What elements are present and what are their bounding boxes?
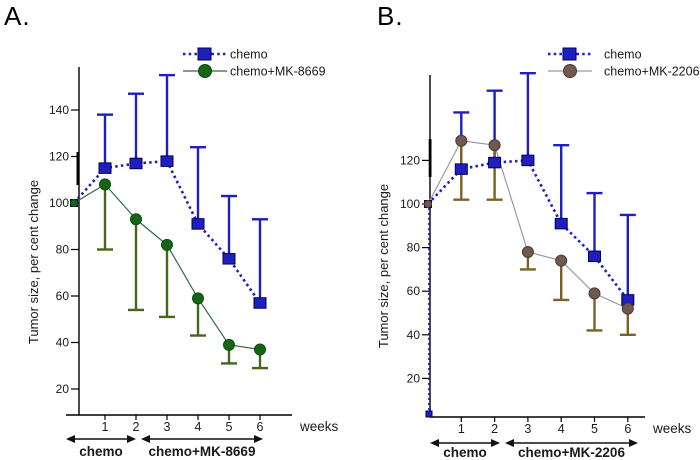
x-tick-label: 3 <box>164 420 171 434</box>
data-point-circle <box>521 245 534 258</box>
arrow-right-head <box>127 435 136 443</box>
x-tick-label: 3 <box>524 422 531 436</box>
axes: 120 100 80 60 40 20 1 2 3 4 5 6 weeks Tumor size, per… <box>376 75 692 436</box>
arrow-left-head <box>430 439 439 447</box>
data-point-circle <box>99 178 111 191</box>
legend-circle-marker <box>198 64 212 78</box>
phase-label: chemo+MK-2206 <box>518 445 625 460</box>
data-point-circle <box>621 302 634 315</box>
data-point-circle <box>424 200 432 208</box>
data-point-square <box>454 163 468 175</box>
dropline-marker <box>425 410 433 418</box>
y-tick-label: 20 <box>56 382 70 396</box>
error-bars-chemo-MK-2206 <box>453 140 636 336</box>
data-point-square <box>98 162 112 174</box>
data-point-circle <box>555 254 568 267</box>
data-point-circle <box>455 134 468 147</box>
legend-square-marker <box>197 47 212 61</box>
axes: 140 120 100 80 60 40 20 1 2 3 4 5 6 weeks Tumor size, … <box>26 67 339 434</box>
y-tick-label: 100 <box>400 197 420 211</box>
phase-annotations: chemo chemo+MK-2206 <box>430 439 638 460</box>
y-tick-label: 140 <box>49 103 69 117</box>
phase-label: chemo <box>443 445 487 460</box>
arrow-right-head <box>629 439 638 447</box>
y-axis-label: Tumor size, per cent change <box>376 184 391 348</box>
y-tick-label: 60 <box>407 284 421 298</box>
y-tick-label: 60 <box>56 289 70 303</box>
markers-chemo <box>70 155 267 309</box>
phase-annotations: chemo chemo+MK-8669 <box>66 435 263 459</box>
y-tick-label: 120 <box>400 153 420 167</box>
error-bars-chemo <box>453 71 636 300</box>
data-point-square <box>554 217 568 230</box>
markers-chemo <box>424 154 635 306</box>
data-point-circle <box>588 287 601 300</box>
data-point-square <box>488 156 502 169</box>
x-axis-label: weeks <box>652 421 692 436</box>
data-point-square <box>588 250 601 263</box>
data-point-circle <box>161 238 173 251</box>
legend-label: chemo+MK-2206 <box>604 65 700 79</box>
x-tick-label: 1 <box>458 422 465 436</box>
legend-square-marker <box>562 47 577 61</box>
data-point-circle <box>130 213 142 226</box>
y-tick-label: 80 <box>407 241 421 255</box>
axis-artifact <box>76 152 80 185</box>
data-point-circle <box>254 343 266 356</box>
y-tick-label: 40 <box>56 336 70 350</box>
phase-label: chemo+MK-8669 <box>149 444 256 459</box>
markers-chemo-MK-8669 <box>70 178 266 356</box>
markers-chemo-MK-2206 <box>424 134 634 315</box>
data-point-square <box>160 155 174 167</box>
x-tick-label: 6 <box>624 422 631 436</box>
legend-label: chemo+MK-8669 <box>230 65 326 79</box>
data-point-circle <box>223 338 235 351</box>
data-point-circle <box>488 139 501 152</box>
legend-label: chemo <box>604 48 642 62</box>
data-point-square <box>129 157 143 170</box>
x-tick-label: 4 <box>195 420 202 434</box>
arrow-right-head <box>491 439 500 447</box>
arrow-left-head <box>66 435 75 443</box>
data-point-square <box>222 253 236 265</box>
axis-artifact <box>428 139 432 177</box>
series-line-chemo <box>427 159 629 301</box>
phase-label: chemo <box>79 444 123 459</box>
x-tick-label: 5 <box>591 422 598 436</box>
data-point-square <box>191 218 205 230</box>
error-bars-chemo-MK-8669 <box>97 184 268 370</box>
panel-a-label: A. <box>4 1 31 31</box>
arrow-left-head <box>141 435 150 443</box>
panel-b: 120 100 80 60 40 20 1 2 3 4 5 6 weeks Tumor size, per… <box>376 47 700 460</box>
data-point-square <box>521 154 535 167</box>
y-tick-label: 100 <box>49 196 69 210</box>
x-tick-label: 2 <box>491 422 498 436</box>
y-tick-label: 120 <box>49 150 69 164</box>
panel-b-label: B. <box>377 1 404 31</box>
data-point-circle <box>70 199 78 207</box>
error-bars-chemo <box>97 73 268 303</box>
legend: chemo chemo+MK-8669 <box>183 47 326 79</box>
y-tick-label: 20 <box>407 371 421 385</box>
y-tick-label: 80 <box>56 243 70 257</box>
legend-circle-marker <box>563 64 577 78</box>
x-tick-label: 4 <box>558 422 565 436</box>
x-tick-label: 6 <box>257 420 264 434</box>
data-point-square <box>253 297 267 309</box>
y-tick-label: 40 <box>407 328 421 342</box>
panel-a: 140 120 100 80 60 40 20 1 2 3 4 5 6 weeks Tumor size, … <box>26 47 339 459</box>
x-tick-label: 2 <box>133 420 140 434</box>
legend-label: chemo <box>230 48 268 62</box>
y-axis-label: Tumor size, per cent change <box>26 180 41 344</box>
x-tick-label: 5 <box>226 420 233 434</box>
arrow-right-head <box>254 435 263 443</box>
legend: chemo chemo+MK-2206 <box>548 47 700 79</box>
x-axis-label: weeks <box>299 419 339 434</box>
data-point-circle <box>192 292 204 305</box>
arrow-left-head <box>505 439 514 447</box>
x-tick-label: 1 <box>102 420 109 434</box>
